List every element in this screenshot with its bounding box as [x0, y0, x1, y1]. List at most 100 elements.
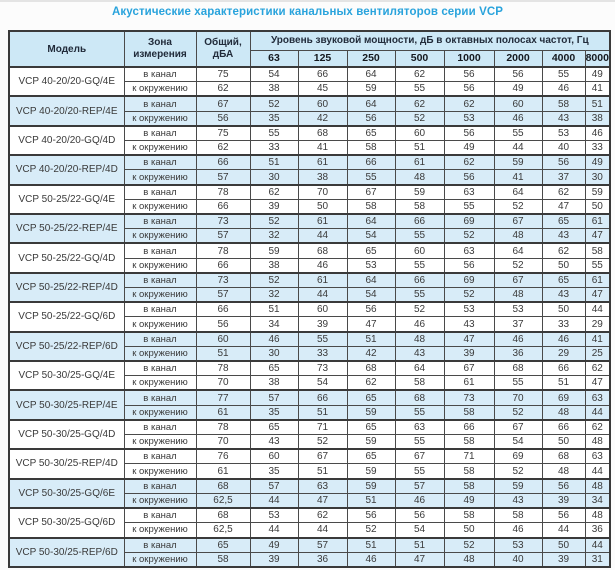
band-level-cell: 43: [249, 434, 299, 450]
total-dba-cell: 60: [195, 330, 251, 347]
total-dba-cell: 76: [195, 448, 251, 465]
band-level-cell: 71: [443, 448, 495, 465]
model-ambient-row: к окружению 51 30 33 42 43 39 36 29 25: [9, 345, 611, 362]
model-column-header: Модель: [8, 30, 125, 68]
band-level-cell: 48: [584, 477, 611, 494]
band-level-cell: 57: [297, 536, 348, 553]
zone-cell: к окружению: [123, 404, 197, 421]
model-duct-row: VCP 50-25/22-REP/4D в канал 73 52 61 64 66 69 67…: [8, 271, 611, 303]
band-level-cell: 38: [249, 81, 299, 97]
band-level-cell: 55: [394, 404, 445, 421]
model-ambient-row: к окружению 70 38 54 62 58 61 55 51 47: [9, 375, 611, 391]
zone-cell: в канал: [123, 66, 197, 83]
band-level-cell: 53: [443, 110, 495, 127]
model-ambient-row: к окружению 61 35 51 59 55 58 52 48 44: [9, 463, 611, 480]
total-dba-cell: 70: [195, 434, 251, 450]
band-level-cell: 48: [584, 507, 611, 524]
band-level-cell: 50: [297, 198, 348, 215]
band-level-cell: 67: [493, 418, 543, 436]
total-dba-cell: 56: [195, 316, 251, 333]
zone-cell: к окружению: [123, 463, 197, 480]
band-level-cell: 56: [443, 66, 495, 83]
band-level-cell: 56: [394, 507, 445, 524]
band-level-cell: 49: [493, 81, 543, 97]
band-level-cell: 46: [541, 81, 586, 97]
band-level-cell: 58: [346, 198, 396, 215]
band-level-cell: 59: [346, 81, 396, 97]
band-level-cell: 38: [297, 169, 348, 186]
band-level-cell: 44: [541, 522, 586, 538]
model-duct-row: VCP 50-25/22-REP/6D в канал 60 46 55 51 48 47 46…: [8, 330, 611, 362]
zone-cell: в канал: [123, 360, 197, 377]
band-level-cell: 36: [584, 522, 611, 538]
band-level-cell: 69: [493, 448, 543, 465]
band-level-cell: 56: [493, 66, 543, 83]
band-level-cell: 61: [297, 213, 348, 230]
band-level-cell: 66: [443, 418, 495, 436]
zone-cell: к окружению: [123, 522, 197, 538]
band-level-cell: 48: [394, 169, 445, 186]
band-level-cell: 65: [541, 271, 586, 289]
model-ambient-row: к окружению 61 35 51 59 55 58 52 48 44: [9, 404, 611, 421]
band-level-cell: 65: [346, 124, 396, 142]
model-duct-row: VCP 50-30/25-REP/6D в канал 65 49 57 51 51 52 53…: [8, 536, 611, 568]
model-ambient-row: к окружению 56 35 42 56 52 53 46 43 38: [9, 110, 611, 127]
total-dba-cell: 62: [195, 140, 251, 156]
band-level-cell: 43: [541, 110, 586, 127]
band-level-cell: 62: [541, 242, 586, 259]
table-header: Модель Зона измерения Общий, дБА Уровень…: [8, 30, 611, 68]
band-level-cell: 59: [346, 404, 396, 421]
total-dba-cell: 75: [195, 66, 251, 83]
band-level-cell: 66: [541, 360, 586, 377]
freq-column-header-1000: 1000: [443, 49, 495, 68]
band-level-cell: 39: [541, 492, 586, 509]
band-level-cell: 52: [493, 257, 543, 274]
band-level-cell: 52: [493, 198, 543, 215]
total-dba-cell: 51: [195, 345, 251, 362]
zone-cell: к окружению: [123, 257, 197, 274]
zone-cell: в канал: [123, 536, 197, 553]
model-cell: VCP 40-20/20-REP/4D: [8, 154, 125, 186]
band-level-cell: 52: [249, 95, 299, 112]
band-level-cell: 73: [443, 389, 495, 406]
freq-column-header-125: 125: [297, 49, 348, 68]
band-level-cell: 44: [297, 522, 348, 538]
band-level-cell: 48: [394, 330, 445, 347]
band-level-cell: 58: [493, 507, 543, 524]
band-level-cell: 59: [346, 477, 396, 494]
band-level-cell: 30: [249, 169, 299, 186]
total-dba-cell: 61: [195, 404, 251, 421]
band-level-cell: 51: [394, 140, 445, 156]
model-cell: VCP 40-20/20-GQ/4D: [8, 124, 125, 156]
band-level-cell: 66: [346, 154, 396, 171]
band-level-cell: 31: [584, 551, 611, 568]
band-level-cell: 64: [493, 242, 543, 259]
band-level-cell: 56: [443, 169, 495, 186]
band-level-cell: 65: [346, 418, 396, 436]
band-level-cell: 62: [394, 95, 445, 112]
band-level-cell: 44: [249, 492, 299, 509]
model-ambient-row: к окружению 62,5 44 47 51 46 49 43 39 34: [9, 492, 611, 509]
zone-cell: в канал: [123, 183, 197, 200]
band-level-cell: 37: [541, 169, 586, 186]
zone-cell: в канал: [123, 330, 197, 347]
band-level-cell: 51: [346, 536, 396, 553]
band-level-cell: 59: [493, 477, 543, 494]
band-level-cell: 43: [443, 316, 495, 333]
band-level-cell: 55: [394, 463, 445, 480]
model-cell: VCP 50-25/22-GQ/4D: [8, 242, 125, 274]
band-level-cell: 64: [346, 66, 396, 83]
total-dba-cell: 61: [195, 463, 251, 480]
band-level-cell: 70: [493, 389, 543, 406]
band-level-cell: 33: [297, 345, 348, 362]
model-ambient-row: к окружению 62,5 44 44 52 54 50 46 44 36: [9, 522, 611, 538]
total-dba-cell: 67: [195, 95, 251, 112]
band-level-cell: 55: [394, 287, 445, 303]
band-level-cell: 53: [541, 124, 586, 142]
model-duct-row: VCP 50-30/25-REP/4E в канал 77 57 66 65 68 73 70…: [8, 389, 611, 421]
zone-cell: к окружению: [123, 169, 197, 186]
zone-cell: к окружению: [123, 551, 197, 568]
band-level-cell: 46: [541, 330, 586, 347]
band-level-cell: 34: [249, 316, 299, 333]
band-level-cell: 52: [443, 536, 495, 553]
